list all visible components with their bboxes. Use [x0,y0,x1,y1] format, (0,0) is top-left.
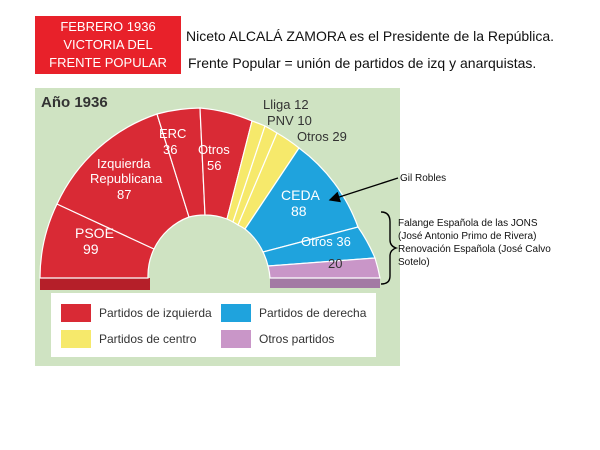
legend-label: Partidos de centro [99,332,197,346]
label-lliga: Lliga 12 [263,97,309,112]
parliament-panel: Año 1936 PSOE 99 Izquierda Republicana 8… [35,88,400,366]
far-right-line-1: Falange Española de las JONS [398,218,538,229]
title-line-1: FEBRERO 1936 [60,19,156,34]
legend-swatch-red [61,304,91,322]
title-line-2: VICTORIA DEL [63,37,153,52]
far-right-line-2: (José Antonio Primo de Rivera) [398,231,537,242]
hemicycle-depth [40,278,150,290]
hemicycle-diagram: PSOE 99 Izquierda Republicana 87 ERC 36 … [39,97,381,290]
label-ceda-seats: 88 [291,203,307,219]
legend-item-izquierda: Partidos de izquierda [61,303,212,323]
label-republicana: Republicana [90,171,163,186]
far-right-brace [380,211,399,285]
legend-item-centro: Partidos de centro [61,329,196,349]
title-line-3: FRENTE POPULAR [49,55,167,70]
label-pnv: PNV 10 [267,113,312,128]
legend-swatch-purple [221,330,251,348]
legend-item-otros: Otros partidos [221,329,334,349]
gil-robles-arrow [328,177,399,203]
legend-swatch-blue [221,304,251,322]
sector-ceda [244,147,359,253]
label-otros-derecha: Otros 36 [301,234,351,249]
label-otros-partidos-seats: 20 [328,256,342,271]
legend-swatch-yellow [61,330,91,348]
far-right-line-4: Sotelo) [398,257,430,268]
legend-label: Partidos de derecha [259,306,367,320]
label-izquierda: Izquierda [97,156,151,171]
label-erc-seats: 36 [163,142,177,157]
gil-robles-note: Gil Robles [400,173,447,184]
legend-label: Partidos de izquierda [99,306,212,320]
far-right-line-3: Renovación Española (José Calvo [398,244,551,255]
far-right-note: Falange Española de las JONS (José Anton… [398,217,551,269]
label-ceda: CEDA [281,187,321,203]
label-ir-seats: 87 [117,187,131,202]
title-box: FEBRERO 1936 VICTORIA DEL FRENTE POPULAR [35,16,181,74]
legend-item-derecha: Partidos de derecha [221,303,366,323]
label-otros-izq: Otros [198,142,230,157]
hemicycle-depth-right [270,278,380,288]
label-otros-izq-seats: 56 [207,158,221,173]
panel-title: Año 1936 [41,94,108,111]
label-erc: ERC [159,126,186,141]
sector-otros-partidos [267,257,381,279]
legend-label: Otros partidos [259,332,335,346]
label-psoe-seats: 99 [83,241,99,257]
sector-izquierda-republicana [56,113,190,250]
label-otros-centro: Otros 29 [297,129,347,144]
frente-popular-line: Frente Popular = unión de partidos de iz… [188,55,537,71]
president-line: Niceto ALCALÁ ZAMORA es el Presidente de… [186,28,555,44]
legend: Partidos de izquierda Partidos de derech… [51,293,376,357]
label-psoe: PSOE [75,225,114,241]
